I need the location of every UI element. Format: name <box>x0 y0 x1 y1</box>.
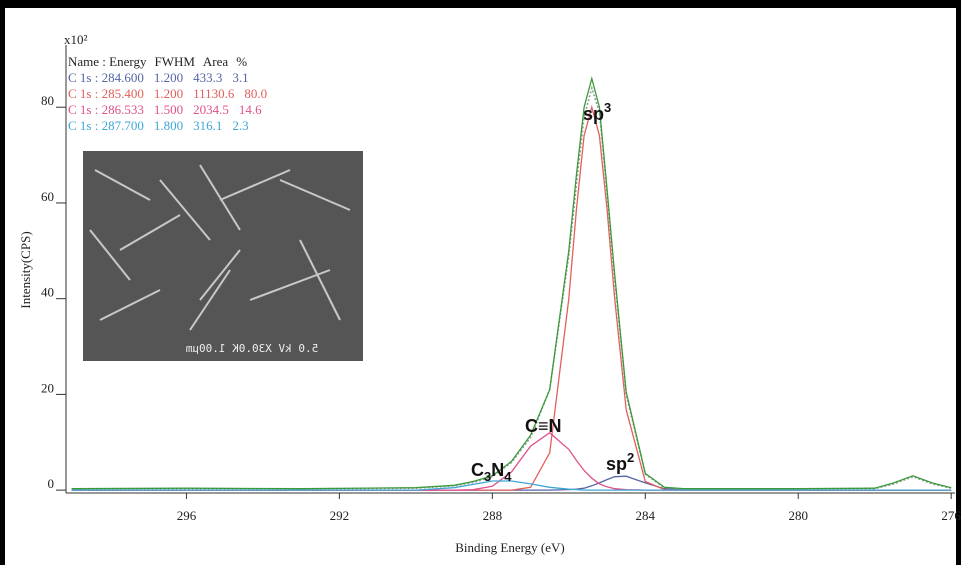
fit-row: C 1s : 287.700 1.800 316.1 2.3 <box>68 118 249 133</box>
annotation-part: N <box>491 460 504 480</box>
fit-header-cell: FWHM <box>154 54 195 69</box>
x-tick-label: 296 <box>177 508 197 523</box>
peak-annotation: sp2 <box>606 450 634 474</box>
peak-annotation: C3N4 <box>471 460 512 484</box>
fit-header-cell: Name : Energy <box>68 54 147 69</box>
x-tick-label: 292 <box>330 508 350 523</box>
frame-right <box>956 0 961 565</box>
fit-header-cell: Area <box>203 54 228 69</box>
annotation-part: sp <box>583 104 604 124</box>
fit-cell: C 1s : 285.400 <box>68 86 144 101</box>
series-line <box>71 75 952 490</box>
fit-cell: 2034.5 <box>193 102 229 117</box>
fit-cell: C 1s : 287.700 <box>68 118 144 133</box>
y-tick-label: 0 <box>48 476 55 491</box>
x-tick-label: 284 <box>636 508 656 523</box>
x-axis-label: Binding Energy (eV) <box>455 540 565 555</box>
fit-cell: 80.0 <box>244 86 267 101</box>
fit-row: C 1s : 285.400 1.200 11130.6 80.0 <box>68 86 267 101</box>
fit-header: Name : Energy FWHM Area% <box>68 54 247 69</box>
peak-annotation: sp3 <box>583 100 611 124</box>
y-axis-label: Intensity(CPS) <box>18 231 33 308</box>
inset-texture <box>89 164 351 331</box>
annotation-part: C≡N <box>525 416 562 436</box>
fit-header-cell: % <box>236 54 247 69</box>
x-tick-label: 288 <box>483 508 503 523</box>
x-tick-label: 276 <box>941 508 961 523</box>
fit-cell: 1.200 <box>154 86 183 101</box>
y-tick-label: 80 <box>41 93 54 108</box>
multiplier: x10² <box>64 32 88 47</box>
fit-cell: 433.3 <box>193 70 222 85</box>
fit-cell: 1.200 <box>154 70 183 85</box>
fit-cell: 14.6 <box>239 102 262 117</box>
fit-cell: 316.1 <box>193 118 222 133</box>
y-tick-label: 20 <box>41 380 54 395</box>
annotation-part: 4 <box>504 469 512 484</box>
fit-cell: C 1s : 286.533 <box>68 102 144 117</box>
frame-top <box>0 0 961 8</box>
y-tick-label: 40 <box>41 285 54 300</box>
frame-left <box>0 0 5 565</box>
fit-cell: 11130.6 <box>193 86 235 101</box>
annotation-part: 3 <box>484 469 491 484</box>
inset-image <box>83 151 363 361</box>
x-tick-label: 280 <box>788 508 808 523</box>
y-tick-label: 60 <box>41 189 54 204</box>
annotation-part: sp <box>606 454 627 474</box>
annotation-part: 3 <box>604 100 611 115</box>
fit-cell: 1.800 <box>154 118 183 133</box>
annotation-part: 2 <box>627 450 634 465</box>
fit-row: C 1s : 284.600 1.200 433.3 3.1 <box>68 70 249 85</box>
fit-row: C 1s : 286.533 1.500 2034.5 14.6 <box>68 102 262 117</box>
sem-inset: 5.0 kV X30.0K 1.00µm <box>83 151 363 361</box>
peak-annotation: C≡N <box>525 416 562 436</box>
fit-cell: 1.500 <box>154 102 183 117</box>
fit-cell: 2.3 <box>232 118 248 133</box>
series-line <box>71 85 952 491</box>
inset-caption: 5.0 kV X30.0K 1.00µm <box>185 342 318 355</box>
annotation-part: C <box>471 460 484 480</box>
series-line <box>71 480 952 491</box>
fit-cell: 3.1 <box>232 70 248 85</box>
fit-cell: C 1s : 284.600 <box>68 70 144 85</box>
